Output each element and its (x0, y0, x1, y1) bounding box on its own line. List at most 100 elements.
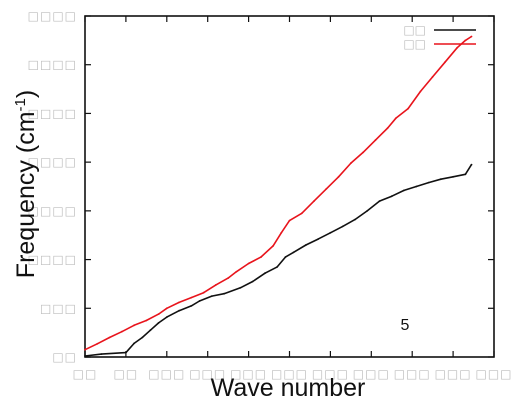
series-1-point-19 (300, 212, 303, 215)
x-tick-label-7: □□□ (353, 367, 390, 381)
y-tick-label-4: □□□□ (28, 155, 77, 169)
series-0-point-23 (354, 218, 356, 221)
series-0-point-25 (378, 200, 381, 203)
series-1-point-12 (227, 277, 230, 279)
series-1-point-4 (133, 324, 136, 327)
series-line-0 (84, 164, 473, 357)
series-0-point-8 (178, 309, 181, 312)
series-0-point-14 (251, 280, 254, 283)
series-0-point-22 (341, 225, 344, 228)
series-1-point-6 (157, 313, 160, 315)
series-1-point-22 (337, 175, 340, 178)
x-tick-label-8: □□□ (394, 367, 431, 381)
y-tick-label-1: □□□ (40, 301, 77, 315)
y-axis-title-superscript: -1 (12, 98, 29, 111)
x-axis-title: Wave number (211, 374, 366, 402)
series-1-point-33 (464, 39, 467, 42)
series-0-point-15 (264, 272, 266, 275)
series-0-point-26 (390, 195, 393, 198)
x-tick-label-1: □□ (114, 367, 139, 381)
series-1-point-7 (165, 307, 168, 310)
series-1-point-31 (444, 61, 446, 64)
series-1-point-15 (260, 256, 262, 258)
series-1-point-17 (280, 231, 283, 234)
series-1-point-0 (84, 348, 86, 351)
y-tick-label-2: □□□□ (28, 253, 77, 267)
series-0-point-17 (284, 256, 287, 258)
series-1-point-25 (374, 139, 377, 142)
series-0-point-30 (439, 178, 442, 181)
series-0-point-6 (157, 322, 160, 324)
x-tick-label-10: □□□ (475, 367, 512, 381)
series-1-point-16 (272, 245, 274, 247)
y-axis-title-close: ) (12, 90, 40, 98)
series-1-point-8 (178, 301, 181, 304)
plot-area: □□ □□ □□□ □□□ □□□ □□□ □□□ □□□ □□□ □□□ □□□□□□□□□□□□… (28, 9, 512, 381)
series-1-point-20 (313, 200, 315, 203)
series-1-point-3 (120, 330, 123, 333)
series-0-point-27 (403, 189, 405, 192)
y-tick-label-7: □□□□ (28, 9, 77, 23)
series-1-point-26 (386, 127, 389, 129)
y-tick-label-0: □□ (52, 350, 77, 364)
series-1-point-23 (350, 162, 352, 165)
series-0-point-31 (452, 175, 454, 178)
panel-number-label: 5 (401, 317, 410, 334)
legend-label-1: □□ (403, 37, 426, 51)
series-1-point-34 (470, 35, 473, 38)
series-0-point-4 (141, 336, 144, 339)
series-0-point-32 (464, 173, 467, 176)
series-1-point-29 (419, 90, 422, 93)
series-0-point-11 (210, 295, 213, 297)
series-1-point-21 (325, 188, 328, 190)
series-1-point-5 (145, 319, 148, 322)
legend-label-0: □□ (403, 23, 426, 37)
y-axis-title-main: Frequency (cm (12, 111, 40, 278)
series-0-point-28 (415, 185, 418, 188)
series-0-point-12 (223, 292, 226, 295)
series-1-point-10 (202, 291, 205, 294)
series-0-point-16 (276, 266, 279, 268)
x-tick-label-5: □□□ (271, 367, 308, 381)
y-tick-label-3: □□□□ (28, 204, 77, 218)
series-0-point-2 (125, 351, 127, 354)
x-tick-label-9: □□□ (435, 367, 472, 381)
series-0-point-24 (366, 210, 369, 212)
series-0-point-20 (317, 238, 319, 241)
series-0-point-7 (165, 316, 168, 318)
series-0-point-29 (427, 181, 430, 184)
series-1-point-2 (108, 336, 111, 339)
series-0-point-3 (133, 342, 136, 345)
series-0-point-5 (149, 329, 152, 332)
series-1-point-13 (235, 270, 238, 273)
y-tick-label-6: □□□□ (28, 58, 77, 72)
x-tick-label-4: □□□ (230, 367, 267, 381)
x-tick-label-2: □□□ (148, 367, 185, 381)
series-0-point-33 (470, 163, 473, 166)
series-1-point-24 (362, 151, 364, 154)
series-1-point-18 (288, 219, 291, 222)
series-0-point-0 (84, 355, 86, 357)
series-0-point-9 (190, 305, 193, 307)
series-1-point-28 (407, 107, 409, 110)
series-1-point-30 (431, 76, 434, 78)
series-1-point-32 (456, 46, 459, 49)
series-1-point-27 (394, 117, 397, 120)
series-1-point-1 (96, 342, 99, 345)
y-axis-title: Frequency (cm-1) (12, 90, 40, 278)
x-tick-label-3: □□□ (189, 367, 226, 381)
x-tick-label-6: □□□ (312, 367, 349, 381)
series-0-point-10 (198, 300, 201, 302)
series-0-point-13 (239, 286, 242, 289)
series-line-1 (84, 35, 472, 351)
series-0-point-19 (305, 244, 307, 246)
y-tick-label-5: □□□□ (28, 106, 77, 120)
series-0-point-18 (292, 251, 295, 254)
series-1-point-11 (215, 284, 217, 286)
series-0-point-1 (100, 353, 103, 355)
series-1-point-14 (247, 262, 250, 265)
plot-frame (84, 15, 495, 358)
series-1-point-9 (190, 296, 193, 299)
series-0-point-21 (329, 231, 332, 234)
